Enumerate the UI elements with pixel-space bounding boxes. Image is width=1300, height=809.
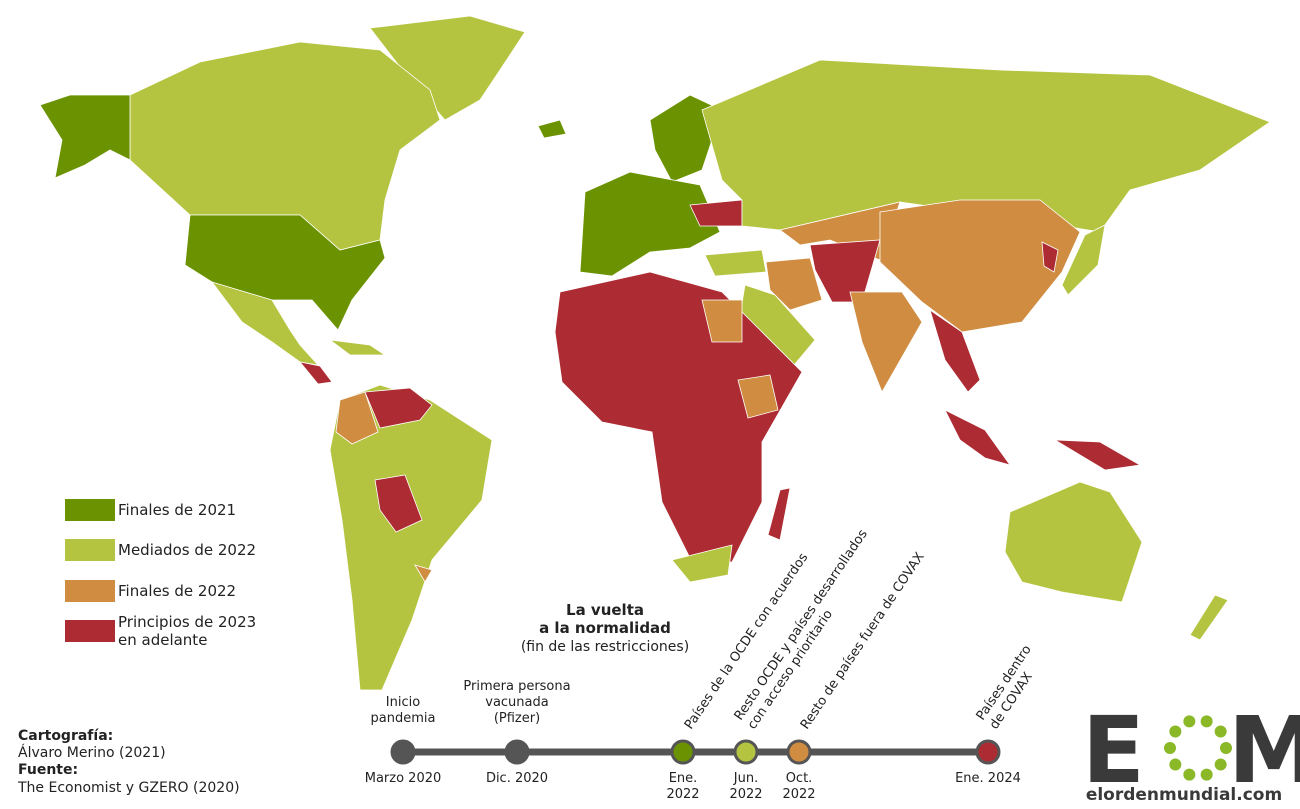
timeline-label-line: Primera persona: [463, 679, 570, 694]
egypt: [701, 299, 743, 343]
legend-label-line: en adelante: [118, 631, 207, 649]
title-line1: La vuelta: [566, 601, 644, 619]
title-line2: a la normalidad: [539, 619, 671, 637]
caribbean: [328, 339, 387, 356]
logo-site: elordenmundial.com: [1086, 785, 1282, 805]
timeline-label: Países dentrode COVAX: [974, 643, 1048, 733]
logo-dot: [1183, 715, 1196, 728]
south-america: [329, 384, 493, 691]
afghanistan-pakistan: [809, 239, 881, 303]
timeline-date-line: 2022: [666, 787, 699, 802]
logo-dot: [1164, 742, 1176, 754]
australia: [1004, 481, 1143, 603]
timeline-date: Ene. 2022: [666, 771, 699, 802]
legend-swatch: [65, 499, 115, 521]
timeline-point: [670, 739, 696, 765]
timeline-date: Ene. 2024: [955, 771, 1021, 786]
bolivia: [374, 474, 423, 533]
logo-dot: [1169, 758, 1182, 771]
legend-swatch: [65, 580, 115, 602]
credit-label: Cartografía:: [18, 728, 113, 744]
alaska: [39, 94, 131, 179]
legend: Finales de 2021 Mediados de 2022 Finales d…: [65, 499, 256, 649]
timeline-date-line: 2022: [729, 787, 762, 802]
timeline-date-line: Jun.: [733, 771, 758, 786]
ukraine: [689, 199, 743, 227]
timeline-label-line: (Pfizer): [494, 711, 540, 726]
ethiopia: [737, 374, 779, 419]
timeline-date: Jun. 2022: [729, 771, 762, 802]
legend-label: Finales de 2021: [118, 501, 236, 519]
timeline-point: [786, 739, 812, 765]
timeline-date: Dic. 2020: [486, 771, 548, 786]
iceland: [537, 119, 567, 139]
legend-label-line: Principios de 2023: [118, 613, 256, 631]
indonesia: [944, 409, 1011, 466]
logo-dot: [1200, 768, 1213, 781]
mexico: [210, 281, 320, 366]
timeline-date-line: Marzo 2020: [365, 771, 442, 786]
legend-label: Finales de 2022: [118, 582, 236, 600]
new-zealand: [1189, 594, 1229, 641]
timeline-date-line: Ene.: [669, 771, 698, 786]
timeline-date: Oct. 2022: [782, 771, 815, 802]
subtitle: (fin de las restricciones): [521, 639, 689, 655]
central-america: [298, 361, 333, 385]
iran: [765, 257, 823, 311]
legend-label: Mediados de 2022: [118, 541, 256, 559]
timeline-date-line: Dic. 2020: [486, 771, 548, 786]
source-label: Fuente:: [18, 762, 78, 778]
turkey: [704, 249, 767, 277]
timeline-point: [733, 739, 759, 765]
china: [879, 199, 1081, 333]
logo-letter: E: [1082, 697, 1145, 804]
colombia: [335, 391, 379, 445]
timeline-label-line: Inicio: [386, 695, 420, 710]
timeline-date-line: Ene. 2024: [955, 771, 1021, 786]
logo-dot: [1220, 742, 1232, 754]
timeline-date: Marzo 2020: [365, 771, 442, 786]
logo-ring: [1164, 715, 1232, 781]
logo-dot: [1200, 715, 1213, 728]
southeast-asia: [929, 309, 981, 393]
madagascar: [767, 487, 791, 541]
timeline-date-line: Oct.: [786, 771, 813, 786]
europe: [579, 171, 721, 277]
legend-swatch: [65, 620, 115, 642]
uruguay: [414, 564, 433, 583]
timeline-point: [390, 739, 416, 765]
world-map: [39, 15, 1271, 691]
timeline-label: Inicio pandemia: [371, 695, 436, 726]
india: [849, 291, 923, 393]
logo-letter: M: [1228, 697, 1300, 804]
source: The Economist y GZERO (2020): [17, 780, 240, 796]
venezuela: [364, 387, 433, 429]
timeline-label-group: Países dentrode COVAX: [974, 643, 1048, 733]
logo: E M elordenmundial.com: [1082, 697, 1300, 805]
logo-dot: [1169, 725, 1182, 738]
south-africa: [671, 544, 733, 583]
timeline-label-line: vacunada: [485, 695, 548, 710]
new-guinea: [1054, 439, 1142, 471]
logo-dot: [1214, 725, 1227, 738]
japan: [1061, 224, 1106, 296]
legend-label-line: Finales de 2022: [118, 582, 236, 600]
timeline-label-line: pandemia: [371, 711, 436, 726]
logo-dot: [1214, 758, 1227, 771]
timeline-point: [975, 739, 1001, 765]
korea: [1041, 241, 1059, 273]
credit: Álvaro Merino (2021): [18, 744, 166, 761]
legend-label: Principios de 2023 en adelante: [118, 613, 256, 649]
timeline-label: Primera persona vacunada (Pfizer): [463, 679, 570, 726]
legend-swatch: [65, 539, 115, 561]
legend-label-line: Finales de 2021: [118, 501, 236, 519]
legend-label-line: Mediados de 2022: [118, 541, 256, 559]
timeline-date-line: 2022: [782, 787, 815, 802]
timeline-point: [504, 739, 530, 765]
logo-dot: [1183, 768, 1196, 781]
